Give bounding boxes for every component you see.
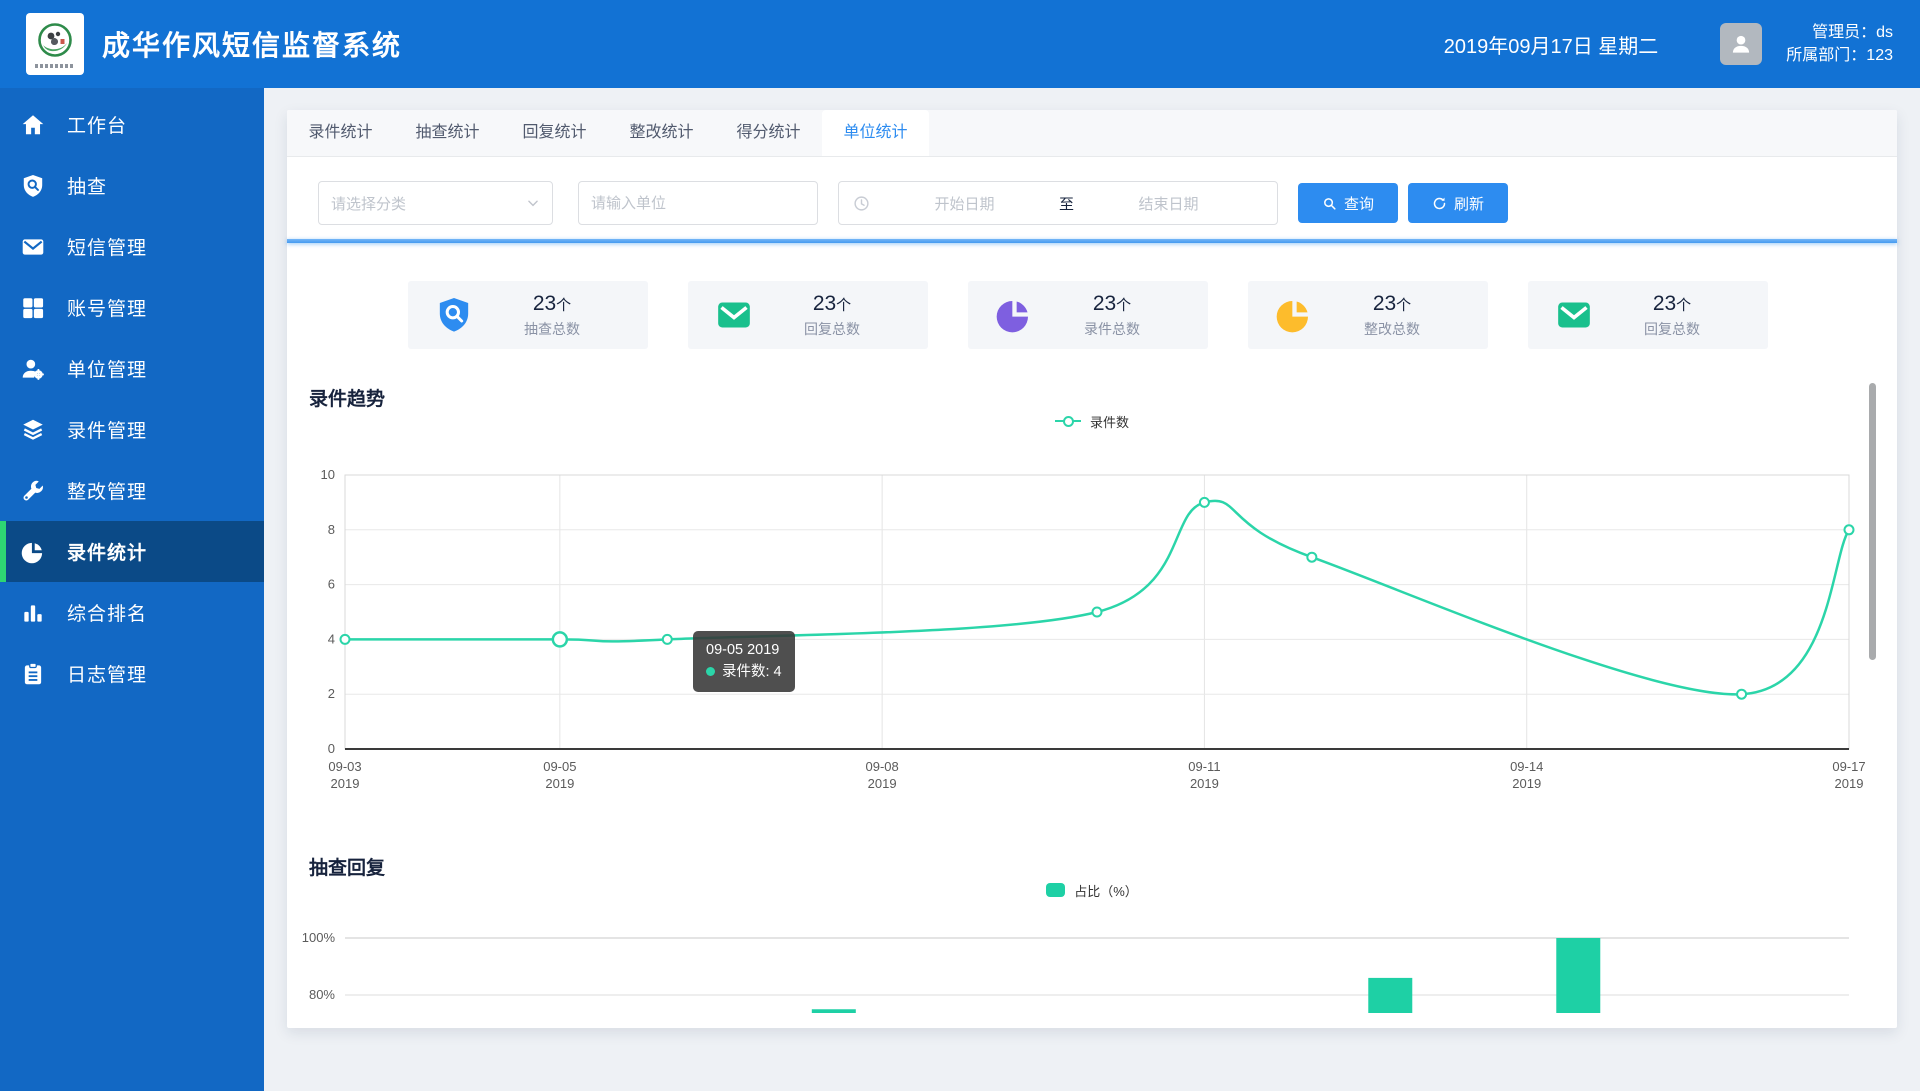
grid-icon xyxy=(23,297,44,318)
stat-card-reply-total-2: 23个 回复总数 xyxy=(1528,281,1768,349)
home-icon xyxy=(22,114,44,134)
user-icon xyxy=(1733,35,1750,53)
line-chart-area: 09-03 2019 09-05 2019 09-08 2019 09-11 2019 09-1… xyxy=(287,463,1897,801)
shield-search-icon xyxy=(23,174,43,197)
unit-input-wrap xyxy=(578,181,818,225)
statistics-tabs: 录件统计 抽查统计 回复统计 整改统计 得分统计 单位统计 xyxy=(287,110,1897,157)
line-legend-label: 录件数 xyxy=(1089,414,1129,430)
stat-card-rectification-total: 23个 整改总数 xyxy=(1248,281,1488,349)
avatar[interactable] xyxy=(1720,23,1763,65)
tab-rectification-statistics[interactable]: 整改统计 xyxy=(629,124,694,141)
scrollbar-thumb[interactable] xyxy=(1869,383,1876,660)
sidebar-item-comprehensive-ranking[interactable]: 综合排名 xyxy=(0,582,264,643)
mail-icon xyxy=(718,302,750,328)
summary-cards: 23个 抽查总数 23个 回复总数 xyxy=(287,243,1897,349)
bar-chart-title: 抽查回复 xyxy=(309,858,386,879)
app-title: 成华作风短信监督系统 xyxy=(102,30,403,61)
svg-text:10: 10 xyxy=(321,467,335,482)
panda-emblem-icon xyxy=(38,22,72,57)
tab-reply-statistics[interactable]: 回复统计 xyxy=(522,124,587,141)
category-select[interactable]: 请选择分类 xyxy=(318,181,553,225)
line-chart-legend[interactable]: 录件数 xyxy=(287,410,1897,432)
user-gear-icon xyxy=(22,359,44,380)
pie-chart-icon xyxy=(996,301,1028,333)
svg-text:4: 4 xyxy=(328,631,335,646)
bar-legend-label: 占比（%） xyxy=(1074,883,1138,899)
refresh-icon xyxy=(1433,197,1446,209)
chevron-down-icon xyxy=(528,200,538,207)
svg-text:6: 6 xyxy=(328,577,335,592)
stat-card-spot-check-total: 23个 抽查总数 xyxy=(408,281,648,349)
search-icon xyxy=(1324,197,1336,210)
wrench-icon xyxy=(23,480,43,500)
svg-text:0: 0 xyxy=(328,741,335,756)
tab-score-statistics[interactable]: 得分统计 xyxy=(736,124,801,141)
svg-text:8: 8 xyxy=(328,522,335,537)
header-date: 2019年09月17日 星期二 xyxy=(1443,35,1659,58)
refresh-button[interactable]: 刷新 xyxy=(1408,183,1508,223)
content-card: 录件统计 抽查统计 回复统计 整改统计 得分统计 单位统计 请选择分类 xyxy=(287,110,1897,1028)
logo xyxy=(26,13,84,75)
tab-spot-check-statistics[interactable]: 抽查统计 xyxy=(415,124,480,141)
pie-chart-icon xyxy=(21,542,43,563)
sidebar-item-workbench[interactable]: 工作台 xyxy=(0,94,264,155)
bar-chart-icon xyxy=(24,604,42,622)
sidebar: 工作台 抽查 短信管理 账号管理 xyxy=(0,88,264,1091)
sidebar-item-unit-management[interactable]: 单位管理 xyxy=(0,338,264,399)
date-start-placeholder: 开始日期 xyxy=(934,195,995,213)
date-separator: 至 xyxy=(1059,195,1075,213)
filter-bar: 请选择分类 开始日期 至 结束日期 xyxy=(287,157,1897,225)
app-header: 成华作风短信监督系统 2019年09月17日 星期二 管理员：ds 所属部门：1… xyxy=(0,0,1920,88)
department-label: 所属部门：123 xyxy=(1786,47,1893,64)
clock-icon xyxy=(854,195,869,211)
tab-record-statistics[interactable]: 录件统计 xyxy=(308,124,373,141)
stat-card-record-total: 23个 录件总数 xyxy=(968,281,1208,349)
logo-caption xyxy=(35,63,75,68)
section-divider xyxy=(287,239,1897,243)
tab-unit-statistics[interactable]: 单位统计 xyxy=(822,110,929,156)
bar-chart[interactable]: 100% 80% xyxy=(287,906,1897,1018)
sidebar-item-log-management[interactable]: 日志管理 xyxy=(0,643,264,704)
svg-text:2: 2 xyxy=(328,686,335,701)
main-content: 录件统计 抽查统计 回复统计 整改统计 得分统计 单位统计 请选择分类 xyxy=(264,88,1920,1091)
sidebar-item-record-management[interactable]: 录件管理 xyxy=(0,399,264,460)
layers-icon xyxy=(23,419,43,440)
category-select-placeholder: 请选择分类 xyxy=(331,195,407,213)
date-range-picker[interactable]: 开始日期 至 结束日期 xyxy=(838,181,1278,225)
bar-chart-area: 100% 80% xyxy=(287,906,1897,1018)
log-icon xyxy=(24,662,42,684)
user-info: 管理员：ds 所属部门：123 xyxy=(1786,21,1893,67)
query-button[interactable]: 查询 xyxy=(1298,183,1398,223)
line-legend-marker-icon xyxy=(1054,416,1081,427)
stat-card-reply-total: 23个 回复总数 xyxy=(688,281,928,349)
sidebar-item-record-statistics[interactable]: 录件统计 xyxy=(0,521,264,582)
mail-icon xyxy=(1558,302,1590,328)
admin-label: 管理员：ds xyxy=(1812,24,1893,41)
svg-text:100%: 100% xyxy=(302,930,336,945)
mail-icon xyxy=(22,238,44,255)
date-end-placeholder: 结束日期 xyxy=(1138,195,1199,213)
line-chart-title: 录件趋势 xyxy=(309,389,386,410)
svg-text:80%: 80% xyxy=(309,987,335,1002)
line-chart[interactable]: 09-03 2019 09-05 2019 09-08 2019 09-11 2019 09-1… xyxy=(287,463,1897,801)
sidebar-item-sms-management[interactable]: 短信管理 xyxy=(0,216,264,277)
pie-chart-icon xyxy=(1276,301,1308,333)
bar-legend-marker-icon xyxy=(1046,883,1066,897)
sidebar-item-rectification-management[interactable]: 整改管理 xyxy=(0,460,264,521)
sidebar-item-account-management[interactable]: 账号管理 xyxy=(0,277,264,338)
unit-input[interactable] xyxy=(579,182,817,224)
bar-chart-legend[interactable]: 占比（%） xyxy=(287,879,1897,901)
shield-search-icon xyxy=(439,298,469,332)
sidebar-item-spot-check[interactable]: 抽查 xyxy=(0,155,264,216)
